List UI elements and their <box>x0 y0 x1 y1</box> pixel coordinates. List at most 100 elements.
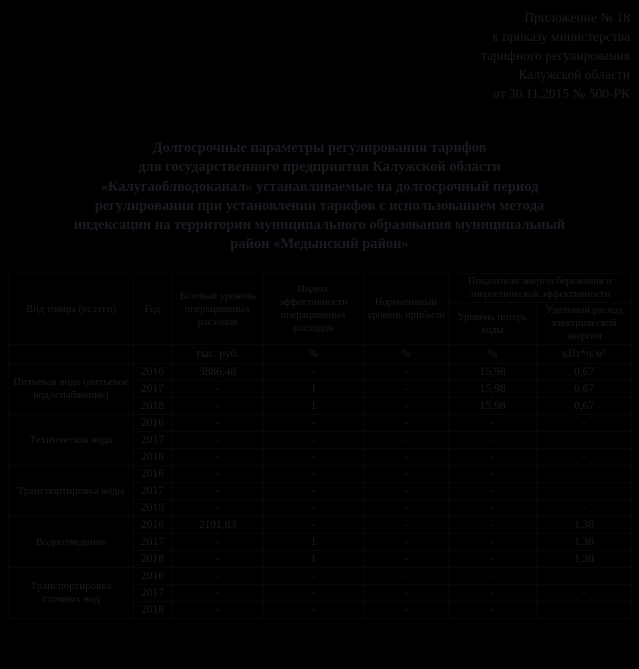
index-cell: 1 <box>263 380 364 398</box>
profit-cell: - <box>363 363 449 381</box>
specific-cell: - <box>535 567 633 585</box>
unit-losses: % <box>448 344 537 364</box>
profit-cell: - <box>363 380 449 398</box>
header-base-opex: Базовый уровень операционных расходов <box>171 273 264 345</box>
base-cell: - <box>171 584 264 602</box>
annex-block: Приложение № 18 к приказу министерства т… <box>481 8 630 103</box>
profit-cell: - <box>363 516 449 534</box>
base-cell: - <box>171 533 264 551</box>
table-row: 2018- - - - - <box>9 448 633 466</box>
header-profit-level: Нормативный уровень прибыли <box>363 273 449 345</box>
year-cell: 2018 <box>133 550 172 568</box>
service-cell: Водоотведение <box>8 516 134 568</box>
year-cell: 2016 <box>133 567 172 585</box>
annex-line: к приказу министерства <box>492 29 630 44</box>
title-line: район «Медынский район» <box>230 236 409 253</box>
base-cell: - <box>171 397 264 415</box>
table-row: Питьевая вода (питьевое водоснабжение) 20… <box>8 363 633 415</box>
losses-cell: - <box>448 550 537 568</box>
losses-cell: - <box>448 414 537 432</box>
year-cell: 2018 <box>133 601 172 619</box>
service-cell: Техническая вода <box>8 414 134 466</box>
header-product: Вид товара (услуги) <box>8 273 134 345</box>
year-cell: 2017 <box>133 482 172 500</box>
year-cell: 2018 <box>133 448 172 466</box>
profit-cell: - <box>363 431 449 449</box>
table-row: 2017-1-15,98 0,67 <box>9 380 633 398</box>
losses-cell: 15,98 <box>448 363 537 381</box>
specific-cell: 1,38 <box>535 516 633 534</box>
specific-cell: - <box>535 601 633 619</box>
unit-specific: кВт*ч/м³ <box>535 344 633 364</box>
specific-cell: - <box>535 482 633 500</box>
index-cell: 1 <box>263 533 364 551</box>
header-efficiency-index: Индекс эффективности операционных расход… <box>263 273 364 345</box>
profit-cell: - <box>363 414 449 432</box>
header-specific-energy: Удельный расход электрической энергии <box>535 302 633 345</box>
specific-cell: - <box>535 499 633 517</box>
annex-line: Калужской области <box>518 67 630 82</box>
base-cell: - <box>171 448 264 466</box>
unit-base: тыс. руб. <box>171 344 264 364</box>
base-cell: 3886,48 <box>171 363 264 381</box>
title-line: регулирования при установлении тарифов с… <box>94 197 545 214</box>
base-cell: 2191,83 <box>171 516 264 534</box>
table-body: Питьевая вода (питьевое водоснабжение) 20… <box>8 363 633 619</box>
base-cell: - <box>171 499 264 517</box>
base-cell: - <box>171 567 264 585</box>
losses-cell: - <box>448 584 537 602</box>
losses-cell: - <box>448 567 537 585</box>
losses-cell: - <box>448 516 537 534</box>
service-cell: Транспортировка сточных вод <box>8 567 134 619</box>
profit-cell: - <box>363 499 449 517</box>
index-cell: - <box>263 516 364 534</box>
table-row: Транспортировка воды 2016- - - - - <box>8 465 633 517</box>
table-row: Техническая вода 2016- - - - - <box>8 414 633 466</box>
specific-cell: 0,67 <box>535 380 633 398</box>
index-cell: 1 <box>263 550 364 568</box>
specific-cell: - <box>535 465 633 483</box>
losses-cell: - <box>448 482 537 500</box>
index-cell: - <box>263 499 364 517</box>
base-cell: - <box>171 380 264 398</box>
title-line: «Калугаоблводоканал» устанавливаемые на … <box>100 178 539 195</box>
index-cell: - <box>263 482 364 500</box>
annex-line: Приложение № 18 <box>524 10 630 25</box>
header-water-losses: Уровень потерь воды <box>448 302 537 345</box>
profit-cell: - <box>363 533 449 551</box>
base-cell: - <box>171 550 264 568</box>
service-cell: Транспортировка воды <box>8 465 134 517</box>
title-line: Долгосрочные параметры регулирования тар… <box>152 140 487 156</box>
table-row: 2018- - - - - <box>9 499 633 517</box>
specific-cell: - <box>535 448 633 466</box>
index-cell: - <box>263 567 364 585</box>
specific-cell: - <box>535 414 633 432</box>
losses-cell: - <box>448 499 537 517</box>
unit-empty <box>133 344 172 364</box>
profit-cell: - <box>363 550 449 568</box>
unit-empty <box>8 344 134 364</box>
base-cell: - <box>171 431 264 449</box>
profit-cell: - <box>363 584 449 602</box>
index-cell: - <box>263 465 364 483</box>
losses-cell: - <box>448 601 537 619</box>
year-cell: 2016 <box>133 414 172 432</box>
year-cell: 2017 <box>133 584 172 602</box>
base-cell: - <box>171 414 264 432</box>
table-row: 2017- - - - - <box>9 482 633 500</box>
specific-cell: - <box>535 431 633 449</box>
specific-cell: 1,38 <box>535 550 633 568</box>
profit-cell: - <box>363 397 449 415</box>
losses-cell: 15,98 <box>448 380 537 398</box>
year-cell: 2017 <box>133 431 172 449</box>
index-cell: - <box>263 414 364 432</box>
losses-cell: - <box>448 448 537 466</box>
profit-cell: - <box>363 465 449 483</box>
losses-cell: 15,98 <box>448 397 537 415</box>
header-year: Год <box>133 273 172 345</box>
table-row: Водоотведение 2016 2191,83- - -1,38 <box>8 516 633 568</box>
index-cell: - <box>263 584 364 602</box>
losses-cell: - <box>448 533 537 551</box>
base-cell: - <box>171 601 264 619</box>
